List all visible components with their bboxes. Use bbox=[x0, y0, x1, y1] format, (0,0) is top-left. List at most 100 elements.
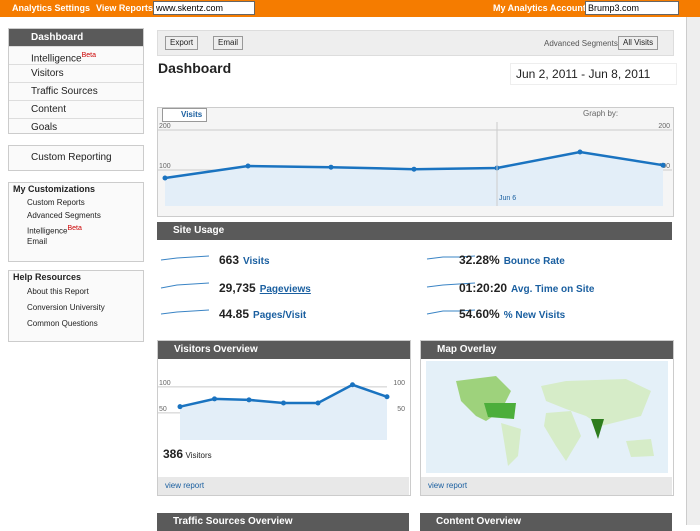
date-range[interactable]: Jun 2, 2011 - Jun 8, 2011 bbox=[510, 63, 677, 85]
email-button[interactable]: Email bbox=[213, 36, 244, 50]
metric-value: 663 bbox=[219, 253, 240, 267]
panel-header: Visitors Overview bbox=[158, 341, 410, 359]
visitors-panel: Visitors Overview 386 Visitors view repo… bbox=[157, 340, 411, 496]
segments-label: Advanced Segments: bbox=[544, 39, 621, 48]
point bbox=[212, 396, 217, 402]
metric: 01:20:20 Avg. Time on Site bbox=[459, 281, 594, 295]
site-select[interactable]: www.skentz.com bbox=[153, 1, 255, 15]
export-button[interactable]: Export bbox=[165, 36, 199, 50]
panel-header: Content Overview bbox=[420, 513, 672, 531]
land-us bbox=[484, 403, 516, 419]
view-report[interactable]: view report bbox=[158, 477, 409, 495]
help: Help Resources About this Report Convers… bbox=[8, 270, 144, 342]
link[interactable]: About this Report bbox=[27, 287, 89, 296]
area bbox=[180, 384, 387, 440]
graph-by: Graph by: bbox=[583, 109, 619, 118]
land-india bbox=[591, 419, 604, 439]
settings-link[interactable]: Analytics Settings bbox=[12, 3, 91, 13]
sparkline bbox=[426, 309, 476, 315]
metric-value: 01:20:20 bbox=[459, 281, 508, 295]
land bbox=[544, 411, 581, 461]
nav-item[interactable]: Content bbox=[9, 101, 143, 119]
top-bar: Analytics Settings View Reports: www.ske… bbox=[0, 0, 700, 17]
nav-item[interactable]: Dashboard bbox=[9, 29, 143, 47]
section-title: My Customizations bbox=[13, 184, 96, 194]
nav-item[interactable]: IntelligenceBeta bbox=[9, 47, 143, 65]
site-usage-header: Site Usage bbox=[157, 222, 672, 240]
beta: Beta bbox=[67, 225, 82, 232]
accounts-label: My Analytics Accounts: bbox=[493, 3, 594, 13]
point bbox=[328, 164, 334, 170]
metric-value: 29,735 bbox=[219, 281, 256, 295]
scrollbar[interactable] bbox=[686, 17, 700, 525]
point bbox=[177, 404, 183, 410]
metric-label[interactable]: Pages/Visit bbox=[253, 310, 307, 321]
nav: Dashboard IntelligenceBeta Visitors Traf… bbox=[8, 28, 144, 134]
sparkline bbox=[160, 255, 210, 261]
y-tick-label: 50 bbox=[159, 406, 167, 413]
point bbox=[315, 400, 321, 406]
metric-label[interactable]: Visits bbox=[243, 256, 270, 267]
land bbox=[541, 379, 651, 426]
segment-select[interactable]: All Visits bbox=[618, 36, 659, 50]
sparkline bbox=[426, 255, 476, 260]
metric-label[interactable]: Avg. Time on Site bbox=[511, 284, 595, 295]
page-title: Dashboard bbox=[158, 60, 232, 76]
link[interactable]: Common Questions bbox=[27, 319, 98, 328]
link[interactable]: Custom Reports bbox=[27, 198, 85, 207]
point bbox=[245, 163, 251, 169]
metric-label[interactable]: Pageviews bbox=[259, 284, 311, 295]
land bbox=[626, 439, 654, 457]
toolbar: Export Email Advanced Segments: All Visi… bbox=[157, 30, 674, 56]
metric: 54.60%% New Visits bbox=[459, 307, 565, 321]
metric: 29,735 Pageviews bbox=[219, 281, 311, 295]
y-tick-label: 100 bbox=[159, 163, 171, 170]
metric-value: 44.85 bbox=[219, 307, 250, 321]
metric-label[interactable]: Bounce Rate bbox=[503, 256, 565, 267]
point bbox=[660, 162, 666, 168]
point bbox=[246, 397, 252, 403]
visitors-chart: 50 50 100 100 bbox=[157, 380, 405, 440]
metric: 32.28% Bounce Rate bbox=[459, 253, 565, 267]
custom-reporting[interactable]: Custom Reporting bbox=[8, 145, 144, 171]
sparklines bbox=[160, 255, 476, 315]
custom-reporting-text: Custom Reporting bbox=[31, 152, 112, 163]
visits-chart: 100100200200Jun 6 bbox=[157, 122, 672, 206]
total-label: Visitors bbox=[185, 451, 212, 460]
point bbox=[350, 382, 355, 388]
visits-tab[interactable]: Visits bbox=[162, 108, 208, 122]
section-title: Help Resources bbox=[13, 272, 82, 282]
link[interactable]: Advanced Segments bbox=[27, 211, 101, 220]
y-tick-label: 200 bbox=[159, 123, 171, 130]
total: 386 bbox=[163, 447, 184, 461]
map bbox=[426, 361, 668, 473]
point bbox=[577, 149, 583, 155]
panel-header: Map Overlay bbox=[421, 341, 673, 359]
point bbox=[162, 175, 168, 181]
metric: 663 Visits bbox=[219, 253, 270, 267]
map-panel: Map Overlay view report bbox=[420, 340, 674, 496]
view-reports-label: View Reports: bbox=[96, 3, 156, 13]
metric-value: 32.28% bbox=[459, 253, 500, 267]
y-tick-label: 100 bbox=[393, 380, 405, 387]
metric-value: 54.60% bbox=[459, 307, 500, 321]
nav-item[interactable]: Traffic Sources bbox=[9, 83, 143, 101]
sparkline bbox=[426, 282, 476, 288]
y-tick-label: 50 bbox=[397, 406, 405, 413]
panel-header: Traffic Sources Overview bbox=[157, 513, 409, 531]
sparkline bbox=[160, 282, 210, 289]
view-report[interactable]: view report bbox=[421, 477, 672, 495]
area bbox=[165, 152, 663, 206]
link[interactable]: Email bbox=[27, 237, 48, 246]
nav-item[interactable]: Visitors bbox=[9, 65, 143, 83]
x-label: Jun 6 bbox=[499, 195, 516, 202]
nav-item[interactable]: Goals bbox=[31, 122, 58, 133]
link[interactable]: Conversion University bbox=[27, 303, 105, 312]
land bbox=[501, 423, 521, 466]
account-select[interactable]: Brump3.com bbox=[585, 1, 679, 15]
point bbox=[411, 166, 417, 172]
sparkline bbox=[160, 309, 210, 315]
metric-label[interactable]: % New Visits bbox=[503, 310, 566, 321]
link[interactable]: IntelligenceBeta bbox=[9, 222, 143, 236]
